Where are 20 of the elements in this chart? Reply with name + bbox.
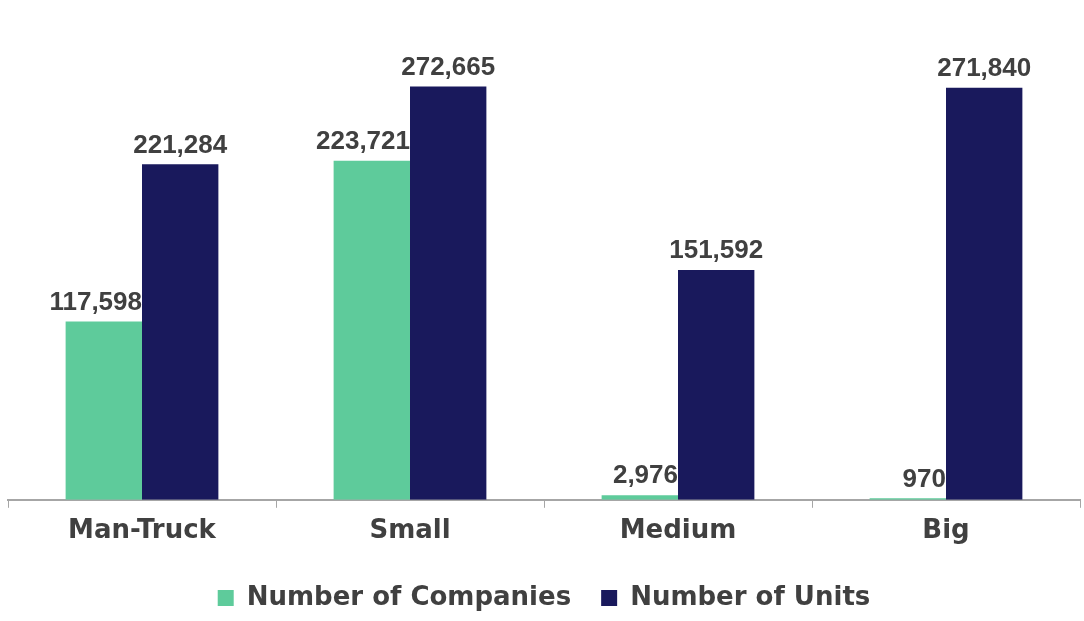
bar xyxy=(333,160,410,500)
data-label: 2,976 xyxy=(612,459,678,490)
bar xyxy=(946,87,1023,500)
data-label: 223,721 xyxy=(316,124,410,155)
data-label: 272,665 xyxy=(401,50,496,81)
data-label: 221,284 xyxy=(133,128,228,159)
x-tick-label: Big xyxy=(922,514,970,545)
bar xyxy=(678,269,755,500)
data-label: 151,592 xyxy=(669,234,764,265)
bar xyxy=(65,321,142,500)
x-tick-label: Man-Truck xyxy=(68,514,217,545)
data-label: 970 xyxy=(902,462,946,493)
bar xyxy=(142,164,219,500)
bar xyxy=(410,86,487,500)
legend-label: Number of Companies xyxy=(246,580,572,611)
x-tick-label: Medium xyxy=(619,514,737,545)
data-label: 117,598 xyxy=(49,285,142,316)
legend-label: Number of Units xyxy=(630,580,871,611)
data-label: 271,840 xyxy=(937,51,1032,82)
x-tick-label: Small xyxy=(369,514,451,545)
